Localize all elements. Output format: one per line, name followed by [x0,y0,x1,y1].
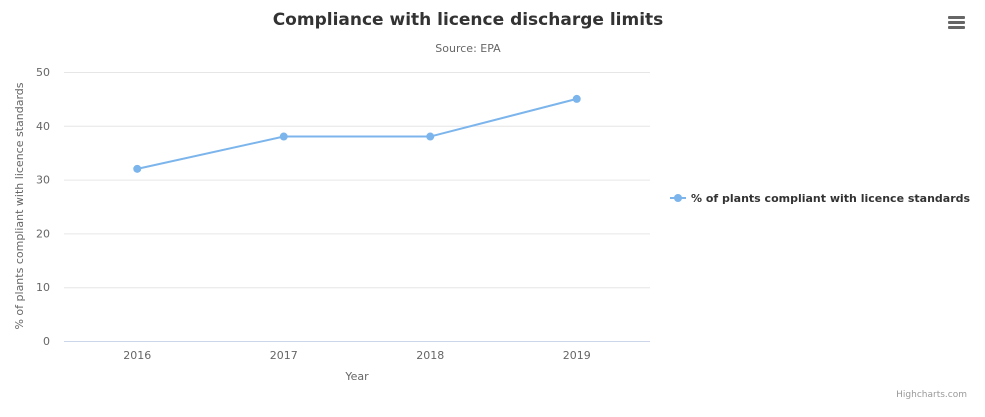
x-axis-title: Year [344,370,369,383]
legend-item[interactable]: % of plants compliant with licence stand… [670,192,971,205]
data-point [279,132,288,141]
legend-label: % of plants compliant with licence stand… [691,192,971,205]
y-tick-label: 30 [36,174,50,187]
data-point [426,132,435,141]
legend-marker-icon [674,194,682,202]
menu-icon-bar [948,26,965,29]
menu-icon-bar [948,21,965,24]
y-tick-label: 0 [43,335,50,348]
grid [64,72,650,342]
series-group [133,94,581,173]
credits-link[interactable]: Highcharts.com [896,390,967,400]
x-tick-label: 2018 [416,349,444,362]
x-tick-label: 2019 [563,349,591,362]
data-point [572,94,581,103]
y-tick-label: 10 [36,281,50,294]
x-tick-label: 2017 [270,349,298,362]
chart-title: Compliance with licence discharge limits [273,10,664,30]
y-tick-label: 50 [36,66,50,79]
y-axis-title: % of plants compliant with licence stand… [13,82,26,329]
y-tick-label: 20 [36,227,50,240]
data-point [133,164,142,173]
y-axis-ticks: 0 10 20 30 40 50 [36,66,50,348]
x-axis-ticks: 2016 2017 2018 2019 [123,349,591,362]
context-menu-button[interactable] [948,16,965,29]
chart-subtitle: Source: EPA [435,42,501,55]
hamburger-menu-icon[interactable] [948,16,965,19]
series-line [137,97,577,170]
x-tick-label: 2016 [123,349,151,362]
y-tick-label: 40 [36,120,50,133]
